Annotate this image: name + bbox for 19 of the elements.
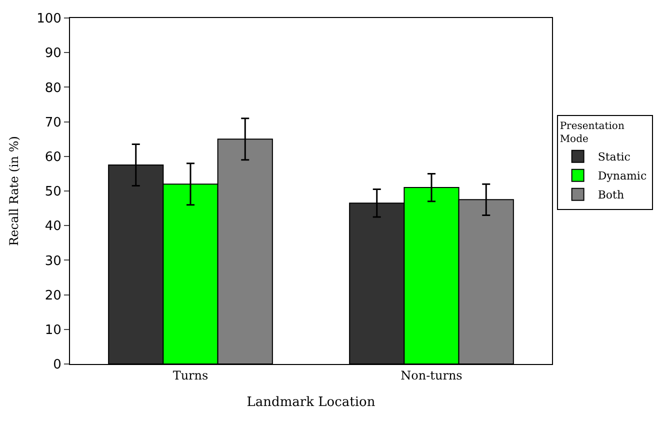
y-tick-label: 80 bbox=[44, 80, 62, 96]
y-tick-label: 30 bbox=[44, 254, 62, 269]
y-tick-label: 90 bbox=[44, 46, 62, 62]
y-tick-label: 70 bbox=[44, 115, 62, 130]
legend-label: Dynamic bbox=[598, 170, 647, 183]
y-tick-label: 40 bbox=[44, 219, 62, 234]
legend-label: Static bbox=[598, 150, 630, 164]
y-tick-label: 60 bbox=[44, 150, 62, 165]
y-tick-label: 20 bbox=[44, 288, 62, 304]
y-tick-label: 10 bbox=[44, 322, 62, 338]
y-tick-label: 0 bbox=[53, 358, 62, 373]
y-tick-label: 50 bbox=[44, 184, 62, 200]
legend-label: Both bbox=[598, 188, 624, 202]
y-axis-title: Recall Rate (in %) bbox=[6, 136, 21, 246]
legend-title: Presentation Mode bbox=[560, 120, 625, 145]
y-tick-label: 100 bbox=[36, 12, 62, 27]
x-axis-title: Landmark Location bbox=[246, 395, 376, 410]
x-tick-label: Turns bbox=[172, 368, 208, 382]
x-tick-label: Non-turns bbox=[400, 368, 462, 382]
